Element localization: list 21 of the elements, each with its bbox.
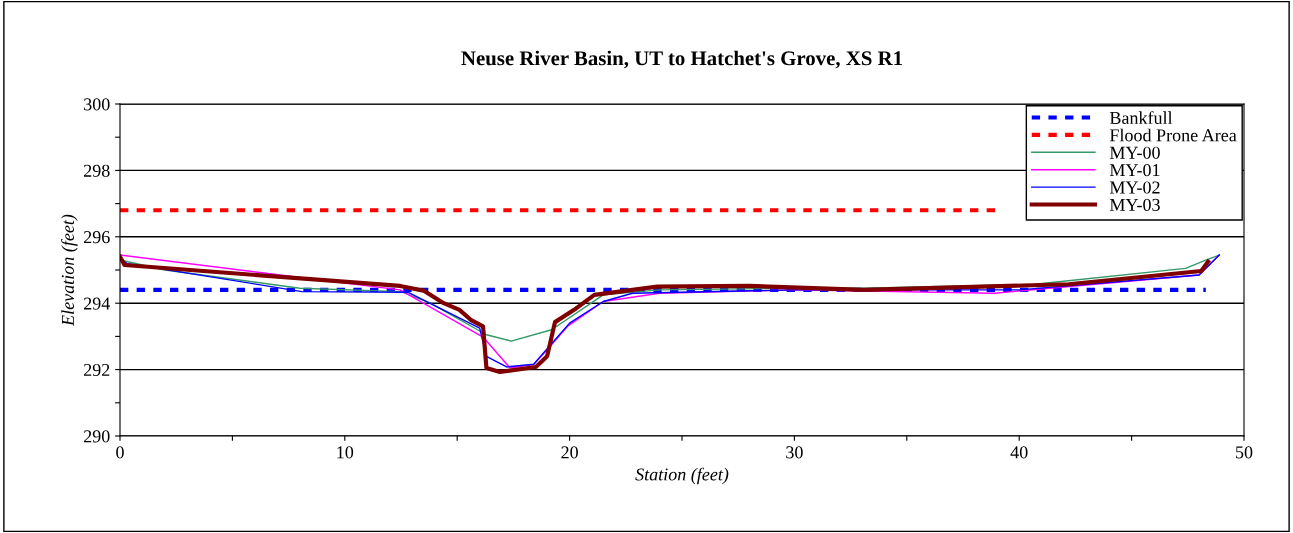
- x-axis-title: Station (feet): [635, 467, 729, 485]
- y-tick-label: 294: [83, 297, 110, 310]
- y-tick-label: 298: [83, 164, 110, 177]
- chart-title: Neuse River Basin, UT to Hatchet's Grove, XS R1: [461, 50, 902, 69]
- y-axis-title: Elevation (feet): [61, 214, 78, 327]
- x-tick-label: 40: [1010, 446, 1028, 459]
- legend-label: MY-02: [1109, 181, 1160, 194]
- legend-label: MY-01: [1109, 164, 1160, 177]
- y-tick-label: 296: [83, 231, 110, 244]
- y-tick-label: 300: [84, 98, 110, 111]
- legend-label: Bankfull: [1109, 111, 1173, 125]
- x-tick-label: 0: [116, 446, 124, 459]
- legend-label: MY-03: [1109, 198, 1160, 211]
- legend-label: Flood Prone Area: [1109, 128, 1237, 142]
- x-tick-label: 50: [1236, 446, 1253, 459]
- legend-label: MY-00: [1109, 146, 1160, 159]
- y-tick-label: 290: [83, 430, 110, 443]
- x-tick-label: 10: [337, 446, 354, 459]
- y-tick-label: 292: [83, 363, 110, 377]
- x-tick-label: 20: [561, 446, 578, 459]
- x-tick-label: 30: [786, 446, 803, 459]
